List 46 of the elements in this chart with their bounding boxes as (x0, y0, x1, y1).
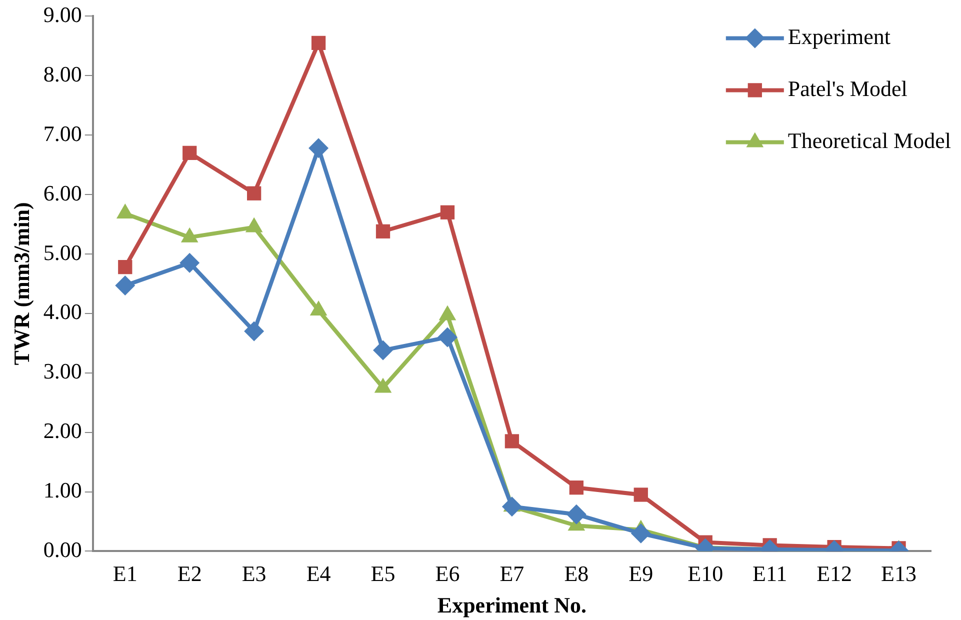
x-tick-label: E9 (628, 561, 654, 586)
x-tick-label: E8 (564, 561, 589, 586)
x-tick-label: E10 (688, 561, 724, 586)
y-tick-label: 4.00 (43, 299, 82, 324)
y-tick-label: 5.00 (43, 240, 82, 265)
y-tick-label: 7.00 (43, 120, 82, 146)
x-tick-label: E13 (881, 561, 916, 586)
y-tick-label: 9.00 (43, 2, 82, 27)
point (502, 496, 522, 517)
x-tick-label: E4 (306, 561, 331, 586)
x-tick-label: E1 (112, 561, 138, 586)
point (311, 36, 326, 50)
point (118, 260, 132, 274)
x-tick-label: E2 (177, 561, 202, 586)
y-tick-label: 1.00 (43, 478, 82, 503)
point (115, 275, 136, 296)
point (308, 138, 329, 158)
point (504, 434, 520, 448)
point (634, 488, 648, 502)
point (566, 504, 586, 524)
legend-label: Patel's Model (788, 76, 908, 101)
point (440, 205, 455, 220)
point (182, 146, 197, 160)
y-tick-label: 2.00 (43, 418, 82, 444)
point (376, 224, 390, 238)
x-tick-label: E12 (816, 561, 852, 586)
point (244, 321, 264, 342)
legend-label: Theoretical Model (788, 128, 952, 153)
x-tick-label: E6 (435, 561, 460, 586)
point (247, 186, 262, 200)
point (180, 252, 200, 273)
x-axis-title: Experiment No. (437, 592, 586, 618)
y-axis-title: TWR (mm3/min) (8, 202, 34, 366)
y-tick-label: 3.00 (43, 358, 82, 384)
x-tick-label: E11 (752, 561, 788, 586)
y-tick-label: 0.00 (43, 536, 82, 562)
y-tick-label: 6.00 (43, 180, 82, 206)
x-tick-label: E7 (500, 561, 524, 586)
x-tick-label: E3 (242, 561, 266, 586)
point (569, 480, 584, 495)
x-tick-label: E5 (370, 561, 396, 586)
y-tick-label: 8.00 (43, 61, 82, 86)
point (373, 340, 394, 360)
point (630, 523, 651, 544)
point (437, 327, 458, 348)
legend-label: Experiment (788, 24, 891, 49)
